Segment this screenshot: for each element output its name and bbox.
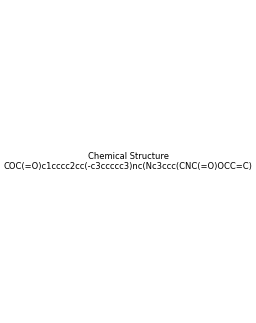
Text: Chemical Structure
COC(=O)c1cccc2cc(-c3ccccc3)nc(Nc3ccc(CNC(=O)OCC=C): Chemical Structure COC(=O)c1cccc2cc(-c3c…: [4, 152, 252, 171]
